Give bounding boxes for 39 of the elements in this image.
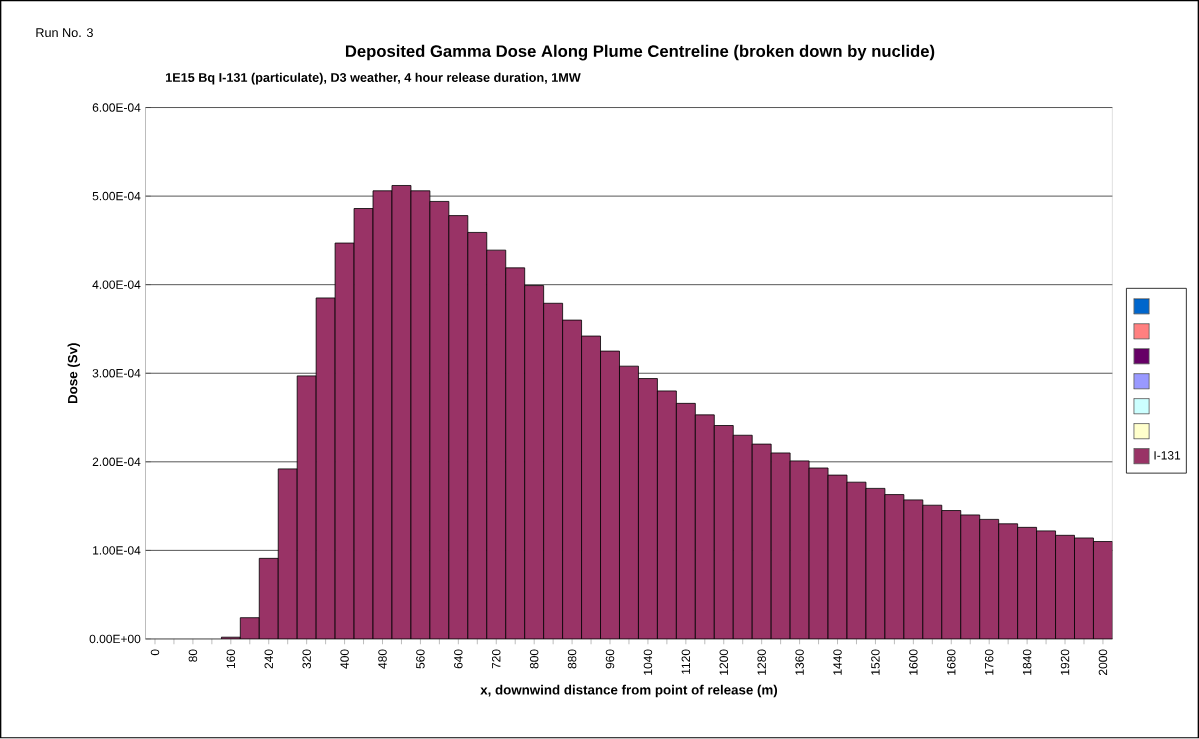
x-tick-label: 1440 xyxy=(833,649,842,675)
x-tick-label: 880 xyxy=(567,649,577,669)
chart-subtitle: 1E15 Bq I-131 (particulate), D3 weather, 4 hour release duration, 1MW xyxy=(166,72,581,85)
x-tick-label: 1760 xyxy=(984,649,994,675)
y-tick-label: 1.00E-04 xyxy=(93,546,141,555)
x-tick-label: 1600 xyxy=(909,649,918,675)
x-tick-label: 1840 xyxy=(1022,649,1032,675)
x-tick-label: 80 xyxy=(188,649,198,663)
x-tick-label: 1920 xyxy=(1060,649,1070,675)
x-tick-label: 1120 xyxy=(681,649,691,675)
x-tick-label: 2000 xyxy=(1098,649,1108,676)
x-tick-label: 160 xyxy=(226,649,236,669)
y-tick-label: 2.00E-04 xyxy=(92,457,141,467)
x-tick-label: 640 xyxy=(454,649,463,669)
x-tick-label: 1520 xyxy=(871,649,880,675)
x-tick-label: 240 xyxy=(264,649,273,669)
x-tick-label: 720 xyxy=(492,649,501,669)
x-tick-label: 1360 xyxy=(795,649,804,675)
x-tick-label: 800 xyxy=(529,649,539,669)
x-tick-label: 1680 xyxy=(947,649,956,675)
x-tick-label: 1040 xyxy=(643,649,653,675)
y-tick-label: 3.00E-04 xyxy=(92,369,141,378)
y-tick-label: 0.00E+00 xyxy=(89,634,141,644)
x-tick-label: 480 xyxy=(378,649,387,669)
legend-label: I-131 xyxy=(1154,451,1181,460)
x-tick-label: 0 xyxy=(150,649,160,656)
x-axis-title: x, downwind distance from point of release (m) xyxy=(480,685,778,698)
y-tick-label: 5.00E-04 xyxy=(92,192,141,201)
y-axis-title: Dose (Sv) xyxy=(67,343,80,404)
y-tick-label: 6.00E-04 xyxy=(92,103,141,113)
x-tick-label: 560 xyxy=(416,649,425,669)
y-tick-label: 4.00E-04 xyxy=(92,280,141,290)
x-tick-label: 400 xyxy=(340,649,349,669)
x-tick-label: 320 xyxy=(302,649,311,669)
x-tick-label: 1280 xyxy=(757,649,766,675)
text: Run No. 3 xyxy=(36,28,93,38)
chart-title: Deposited Gamma Dose Along Plume Centreline (broken down by nuclide) xyxy=(345,45,935,61)
x-tick-label: 960 xyxy=(605,649,615,669)
x-tick-label: 1200 xyxy=(719,649,729,675)
